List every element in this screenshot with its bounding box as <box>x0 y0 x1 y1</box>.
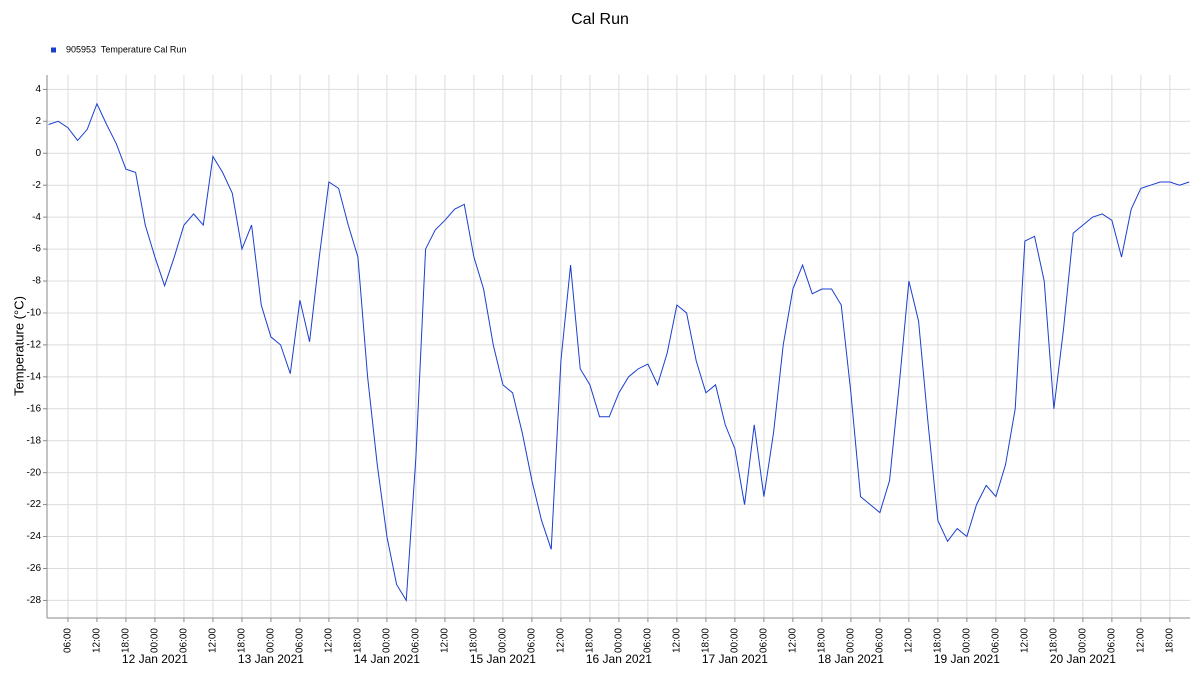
x-tick-label: 06:00 <box>875 628 886 653</box>
x-tick-label: 00:00 <box>730 628 741 653</box>
y-tick-label: -28 <box>27 595 42 606</box>
x-tick-label: 12:00 <box>556 628 567 653</box>
chart-title: Cal Run <box>571 11 629 28</box>
y-tick-label: -26 <box>27 563 42 574</box>
x-tick-label: 12:00 <box>208 628 219 653</box>
x-tick-label: 18:00 <box>585 628 596 653</box>
x-tick-label: 18:00 <box>1165 628 1176 653</box>
series-line <box>48 102 1190 603</box>
legend-label: 905953 Temperature Cal Run <box>66 44 186 54</box>
x-tick-label: 12:00 <box>92 628 103 653</box>
y-tick-label: -16 <box>27 403 42 414</box>
x-tick-label: 18:00 <box>701 628 712 653</box>
date-label: 13 Jan 2021 <box>238 652 304 666</box>
y-tick-label: -12 <box>27 340 42 351</box>
x-tick-label: 12:00 <box>1136 628 1147 653</box>
date-label: 17 Jan 2021 <box>702 652 768 666</box>
x-tick-label: 12:00 <box>1020 628 1031 653</box>
x-tick-label: 00:00 <box>962 628 973 653</box>
legend-swatch <box>51 47 56 53</box>
date-label: 19 Jan 2021 <box>934 652 1000 666</box>
y-tick-label: -2 <box>32 180 41 191</box>
x-tick-label: 18:00 <box>353 628 364 653</box>
x-tick-label: 06:00 <box>411 628 422 653</box>
x-tick-label: 18:00 <box>121 628 132 653</box>
x-tick-label: 06:00 <box>991 628 1002 653</box>
x-tick-label: 06:00 <box>1107 628 1118 653</box>
x-tick-label: 18:00 <box>469 628 480 653</box>
date-label: 14 Jan 2021 <box>354 652 420 666</box>
x-tick-label: 00:00 <box>498 628 509 653</box>
date-label: 12 Jan 2021 <box>122 652 188 666</box>
x-tick-label: 18:00 <box>817 628 828 653</box>
x-tick-label: 12:00 <box>672 628 683 653</box>
y-tick-label: -22 <box>27 499 42 510</box>
x-tick-label: 06:00 <box>759 628 770 653</box>
x-tick-label: 00:00 <box>266 628 277 653</box>
y-tick-label: 0 <box>35 148 41 159</box>
y-tick-label: -18 <box>27 435 42 446</box>
date-label: 20 Jan 2021 <box>1050 652 1116 666</box>
x-tick-label: 12:00 <box>324 628 335 653</box>
y-axis-label: Temperature (°C) <box>11 296 26 396</box>
y-tick-label: -4 <box>32 212 41 223</box>
y-tick-label: 4 <box>35 84 41 95</box>
y-tick-label: -24 <box>27 531 42 542</box>
x-tick-label: 12:00 <box>788 628 799 653</box>
x-tick-label: 00:00 <box>382 628 393 653</box>
date-label: 15 Jan 2021 <box>470 652 536 666</box>
y-tick-label: -10 <box>27 308 42 319</box>
x-tick-label: 18:00 <box>1049 628 1060 653</box>
x-tick-label: 12:00 <box>904 628 915 653</box>
x-tick-label: 06:00 <box>63 628 74 653</box>
x-tick-label: 06:00 <box>295 628 306 653</box>
x-tick-label: 00:00 <box>150 628 161 653</box>
date-label: 18 Jan 2021 <box>818 652 884 666</box>
x-tick-label: 00:00 <box>1078 628 1089 653</box>
x-tick-label: 06:00 <box>643 628 654 653</box>
x-tick-label: 06:00 <box>527 628 538 653</box>
x-tick-label: 18:00 <box>237 628 248 653</box>
y-tick-label: -14 <box>27 371 42 382</box>
y-tick-label: -6 <box>32 244 41 255</box>
y-tick-label: -8 <box>32 276 41 287</box>
x-tick-label: 00:00 <box>614 628 625 653</box>
x-tick-label: 06:00 <box>179 628 190 653</box>
x-tick-label: 00:00 <box>846 628 857 653</box>
x-tick-label: 18:00 <box>933 628 944 653</box>
y-tick-label: 2 <box>35 116 41 127</box>
date-label: 16 Jan 2021 <box>586 652 652 666</box>
y-tick-label: -20 <box>27 467 42 478</box>
x-tick-label: 12:00 <box>440 628 451 653</box>
